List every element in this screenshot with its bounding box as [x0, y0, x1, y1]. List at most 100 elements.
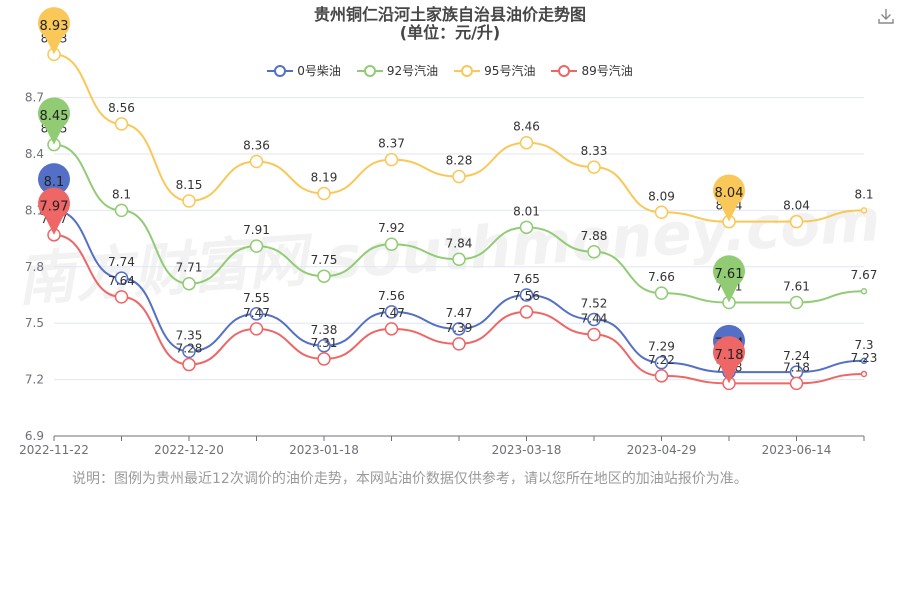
legend-label: 0号柴油: [297, 64, 341, 78]
data-label: 7.3: [854, 338, 873, 352]
legend-item[interactable]: 0号柴油: [267, 62, 341, 79]
data-point: [860, 370, 868, 378]
data-label: 8.1: [112, 187, 131, 201]
data-label: 8.37: [378, 137, 405, 151]
data-point: [519, 305, 534, 319]
data-label: 7.22: [648, 353, 675, 367]
data-label: 7.71: [176, 261, 203, 275]
extreme-marker-label: 7.18: [715, 348, 744, 363]
data-point: [114, 203, 129, 218]
data-point: [452, 169, 466, 184]
data-label: 7.64: [108, 274, 135, 288]
data-point: [587, 312, 601, 327]
data-label: 7.35: [176, 328, 203, 342]
data-point: [654, 369, 669, 383]
extreme-marker-pin: 8.04: [712, 174, 745, 222]
data-label: 8.46: [513, 120, 540, 134]
data-point: [182, 344, 196, 359]
data-point: [249, 307, 264, 321]
legend-item[interactable]: 89号汽油: [551, 62, 633, 79]
series-line: [53, 53, 865, 223]
chart-legend: 0号柴油 92号汽油 95号汽油 89号汽油: [0, 62, 900, 79]
data-label: 7.84: [446, 236, 473, 250]
data-label: 8.1: [854, 187, 873, 201]
series-line: [53, 233, 865, 385]
data-label: 7.23: [851, 351, 878, 365]
y-tick-label: 6.9: [25, 429, 44, 443]
data-point: [317, 269, 331, 283]
data-point: [182, 194, 196, 208]
data-label: 7.18: [783, 360, 810, 374]
data-label: 7.28: [176, 342, 203, 356]
data-point: [114, 290, 129, 304]
data-point: [654, 355, 669, 370]
extreme-marker-pin: 7.18: [712, 336, 745, 384]
data-label: 7.38: [311, 323, 338, 337]
data-label: 7.88: [581, 229, 608, 243]
extreme-marker-label: 8.93: [40, 19, 69, 34]
y-tick-label: 8.4: [25, 147, 44, 161]
data-label: 7.74: [108, 255, 135, 269]
data-label: 7.56: [378, 289, 405, 303]
data-point: [249, 322, 264, 336]
extreme-marker-label: 7.61: [715, 267, 744, 282]
extreme-marker-pin: 8.1: [37, 163, 70, 211]
data-label: 8.01: [513, 204, 540, 218]
x-tick-label: 2023-04-29: [627, 443, 697, 457]
x-tick-label: 2023-01-18: [289, 443, 359, 457]
extreme-marker-label: 8.1: [44, 175, 65, 190]
data-point: [384, 152, 399, 167]
extreme-marker-pin: 7.61: [712, 255, 745, 303]
legend-item[interactable]: 92号汽油: [356, 62, 438, 79]
data-label: 7.66: [648, 270, 675, 284]
data-label: 7.29: [648, 340, 675, 354]
data-point: [249, 239, 264, 253]
chart-subtitle: (单位：元/升): [399, 23, 501, 42]
x-tick-label: 2022-12-20: [154, 443, 224, 457]
data-label: 8.04: [783, 199, 810, 213]
extreme-marker-label: 7.97: [40, 199, 69, 214]
download-icon[interactable]: [876, 6, 896, 26]
x-tick-label: 2022-11-22: [19, 443, 89, 457]
y-tick-label: 7.8: [25, 260, 44, 274]
data-point: [789, 376, 804, 391]
data-point: [587, 245, 601, 259]
data-point: [452, 252, 466, 267]
data-point: [587, 327, 601, 342]
y-tick-label: 7.5: [25, 316, 44, 330]
chart-note: 说明：图例为贵州最近12次调价的油价走势，本网站油价数据仅供参考，请以您所在地区…: [72, 471, 748, 487]
data-label: 7.44: [581, 311, 608, 325]
data-point: [249, 154, 264, 169]
legend-item[interactable]: 95号汽油: [454, 62, 535, 79]
data-point: [317, 352, 331, 366]
data-label: 7.39: [446, 321, 473, 335]
data-point: [860, 287, 868, 295]
data-label: 7.47: [243, 306, 270, 320]
data-point: [182, 276, 196, 291]
data-label: 7.31: [311, 336, 338, 350]
data-point: [452, 337, 466, 351]
data-point: [789, 295, 804, 310]
data-point: [519, 288, 534, 302]
data-point: [317, 186, 331, 201]
data-point: [860, 207, 868, 214]
data-label: 8.09: [648, 189, 675, 203]
data-label: 8.15: [176, 178, 203, 192]
data-point: [519, 220, 534, 235]
data-label: 7.61: [783, 280, 810, 294]
data-point: [317, 339, 331, 353]
data-point: [654, 286, 669, 300]
extreme-marker-pin: 8.93: [38, 7, 71, 55]
data-label: 7.91: [243, 223, 270, 237]
data-label: 7.67: [851, 268, 878, 282]
data-point: [519, 135, 534, 150]
data-label: 8.56: [108, 101, 135, 115]
legend-swatch-icon: [267, 64, 294, 77]
x-tick-label: 2023-03-18: [492, 443, 562, 457]
y-tick-label: 8.7: [25, 91, 44, 105]
data-label: 7.65: [513, 272, 540, 286]
data-label: 7.55: [243, 291, 270, 305]
extreme-marker-pin: 7.97: [37, 187, 70, 235]
legend-swatch-icon: [454, 64, 481, 77]
